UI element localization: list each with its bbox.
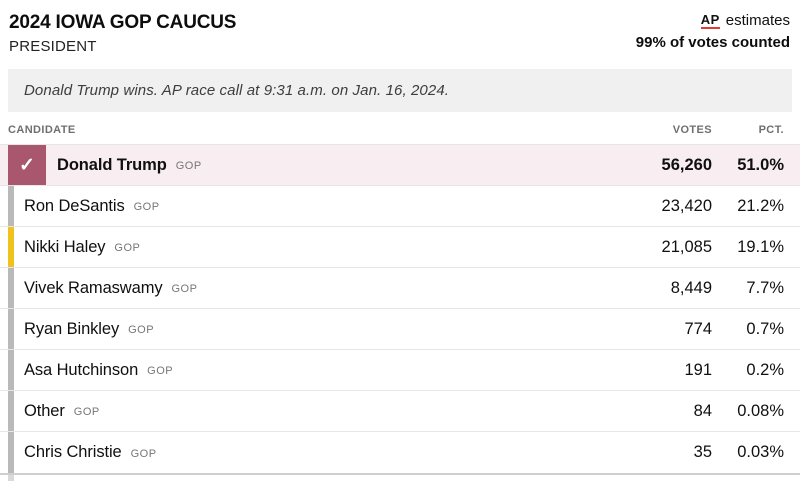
column-header-candidate: CANDIDATE [8,124,76,136]
candidate-votes: 56,260 [661,155,712,174]
candidate-pct: 21.2% [737,196,784,215]
candidate-party: GOP [114,242,141,254]
candidate-bar: ✓ [8,186,14,226]
candidate-votes: 23,420 [661,196,712,215]
candidate-bar: ✓ [8,432,14,473]
candidate-pct: 0.2% [746,360,784,379]
race-subtitle: PRESIDENT [9,38,97,55]
candidate-row: ✓ Nikki Haley GOP 21,085 19.1% [0,227,800,268]
candidate-name: Other [24,401,65,420]
candidate-pct: 51.0% [737,155,784,174]
header-right: AP estimates 99% of votes counted [636,12,790,51]
candidate-bar: ✓ [8,227,14,267]
candidate-votes: 8,449 [670,278,712,297]
column-header-votes: VOTES [672,124,712,136]
candidate-bar: ✓ [8,145,46,185]
candidate-row: ✓ Chris Christie GOP 35 0.03% [0,432,800,473]
winner-check-icon: ✓ [19,154,35,176]
candidate-row: ✓ Asa Hutchinson GOP 191 0.2% [0,350,800,391]
column-header-pct: PCT. [758,124,784,136]
estimates-line: AP estimates [636,12,790,29]
candidate-votes: 21,085 [661,237,712,256]
ap-logo: AP [700,11,720,29]
results-table: CANDIDATE VOTES PCT. ✓ Donald Trump GOP … [0,124,800,481]
candidate-pct: 19.1% [737,237,784,256]
candidate-party: GOP [175,160,202,172]
candidate-party: GOP [133,201,160,213]
candidate-name: Ron DeSantis [24,196,125,215]
candidate-name: Nikki Haley [24,237,106,256]
candidate-pct: 7.7% [746,278,784,297]
votes-counted-status: 99% of votes counted [635,34,790,51]
candidate-row: ✓ Ron DeSantis GOP 23,420 21.2% [0,186,800,227]
candidate-name: Donald Trump [57,155,167,174]
candidate-pct: 0.08% [737,401,784,420]
header-left: 2024 IOWA GOP CAUCUS PRESIDENT [9,12,236,55]
candidate-votes: 774 [684,319,712,338]
header: 2024 IOWA GOP CAUCUS PRESIDENT AP estima… [0,12,800,55]
candidate-party: GOP [73,406,100,418]
candidate-votes: 84 [693,401,712,420]
candidate-name: Vivek Ramaswamy [24,278,163,297]
candidate-row: ✓ Donald Trump GOP 56,260 51.0% [0,145,800,186]
candidate-row: ✓ Other GOP 84 0.08% [0,391,800,432]
candidate-bar: ✓ [8,350,14,390]
candidate-party: GOP [128,324,155,336]
candidate-bar: ✓ [8,391,14,431]
candidate-votes: 191 [684,360,712,379]
candidate-row: ✓ Vivek Ramaswamy GOP 8,449 7.7% [0,268,800,309]
candidate-row: ✓ Ryan Binkley GOP 774 0.7% [0,309,800,350]
candidate-pct: 0.7% [746,319,784,338]
estimates-label: estimates [725,12,790,29]
candidate-bar: ✓ [8,309,14,349]
candidate-bar: ✓ [8,268,14,308]
table-header: CANDIDATE VOTES PCT. [0,124,800,145]
candidate-name: Ryan Binkley [24,319,120,338]
candidate-name: Asa Hutchinson [24,360,139,379]
results-rows: ✓ Donald Trump GOP 56,260 51.0% ✓ Ron De… [0,145,800,475]
race-title: 2024 IOWA GOP CAUCUS [9,12,237,33]
candidate-name: Chris Christie [24,443,122,461]
race-call-banner: Donald Trump wins. AP race call at 9:31 … [8,69,792,112]
candidate-party: GOP [130,447,157,460]
candidate-party: GOP [147,365,174,377]
next-row-cutoff-stub [8,475,14,481]
candidate-party: GOP [171,283,198,295]
candidate-votes: 35 [693,443,712,461]
candidate-pct: 0.03% [737,443,784,461]
